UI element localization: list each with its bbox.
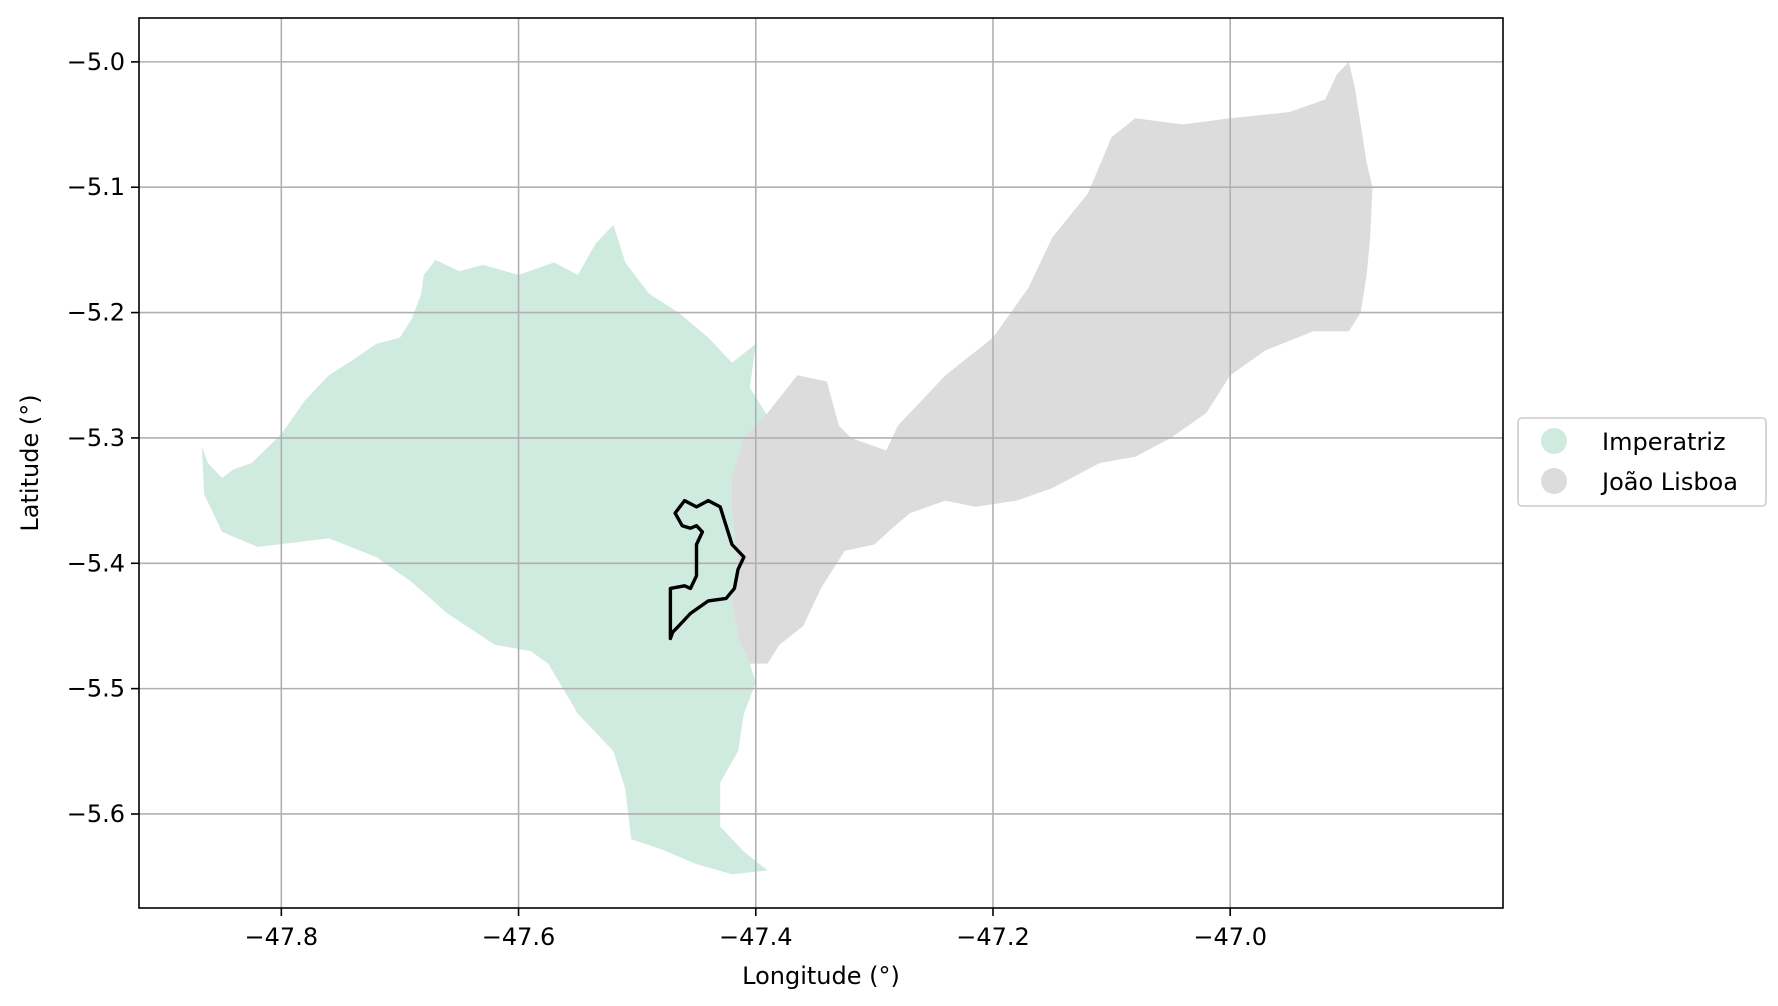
- legend-swatch-imperatriz: [1541, 428, 1567, 454]
- y-tick-label: −5.3: [67, 424, 125, 452]
- highlighted-outline: [668, 498, 746, 641]
- ticks-layer: −47.8 −47.6 −47.4 −47.2 −47.0 −5.0 −5.1 −5.2 −5.…: [67, 48, 1267, 951]
- outline-layer: [668, 498, 746, 641]
- x-tick-label: −47.0: [1193, 923, 1267, 951]
- grid-layer: [139, 18, 1503, 908]
- y-axis-title: Latitude (°): [16, 394, 44, 531]
- legend-label-joao-lisboa: João Lisboa: [1600, 468, 1738, 496]
- x-tick-label: −47.6: [482, 923, 556, 951]
- legend: Imperatriz João Lisboa: [1517, 417, 1767, 507]
- x-axis-title: Longitude (°): [742, 962, 900, 990]
- x-tick-label: −47.2: [956, 923, 1030, 951]
- y-tick-label: −5.4: [67, 549, 125, 577]
- plot-frame: [138, 17, 1504, 909]
- y-tick-label: −5.6: [67, 800, 125, 828]
- y-tick-label: −5.5: [67, 675, 125, 703]
- y-tick-label: −5.2: [67, 299, 125, 327]
- legend-swatch-joao-lisboa: [1541, 468, 1567, 494]
- regions-layer: [201, 61, 1373, 875]
- y-tick-label: −5.1: [67, 173, 125, 201]
- x-tick-label: −47.8: [245, 923, 319, 951]
- y-tick-label: −5.0: [67, 48, 125, 76]
- region-joao-lisboa: [732, 61, 1373, 664]
- legend-label-imperatriz: Imperatriz: [1602, 428, 1726, 456]
- region-imperatriz: [201, 224, 798, 875]
- legend-frame: [1517, 417, 1767, 507]
- x-tick-label: −47.4: [719, 923, 793, 951]
